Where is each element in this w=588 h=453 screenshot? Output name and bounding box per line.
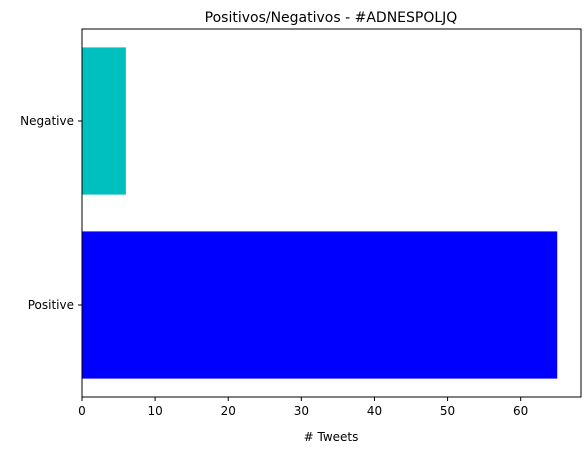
x-tick-label: 10	[147, 404, 162, 418]
y-tick-label: Negative	[20, 114, 74, 128]
x-tick-label: 40	[367, 404, 382, 418]
x-axis-label: # Tweets	[304, 430, 359, 444]
x-tick-label: 50	[440, 404, 455, 418]
bar-negative	[82, 47, 126, 195]
x-tick-label: 30	[294, 404, 309, 418]
x-tick-label: 20	[221, 404, 236, 418]
x-axis-ticks: 0 10 20 30 40 50 60	[78, 397, 528, 418]
x-tick-label: 60	[513, 404, 528, 418]
chart-title: Positivos/Negativos - #ADNESPOLJQ	[205, 10, 458, 26]
y-axis-ticks: Positive Negative	[20, 114, 82, 312]
bars-group	[82, 47, 558, 379]
bar-positive	[82, 231, 558, 379]
x-tick-label: 0	[78, 404, 86, 418]
plot-frame	[81, 28, 582, 398]
y-tick-label: Positive	[28, 298, 74, 312]
